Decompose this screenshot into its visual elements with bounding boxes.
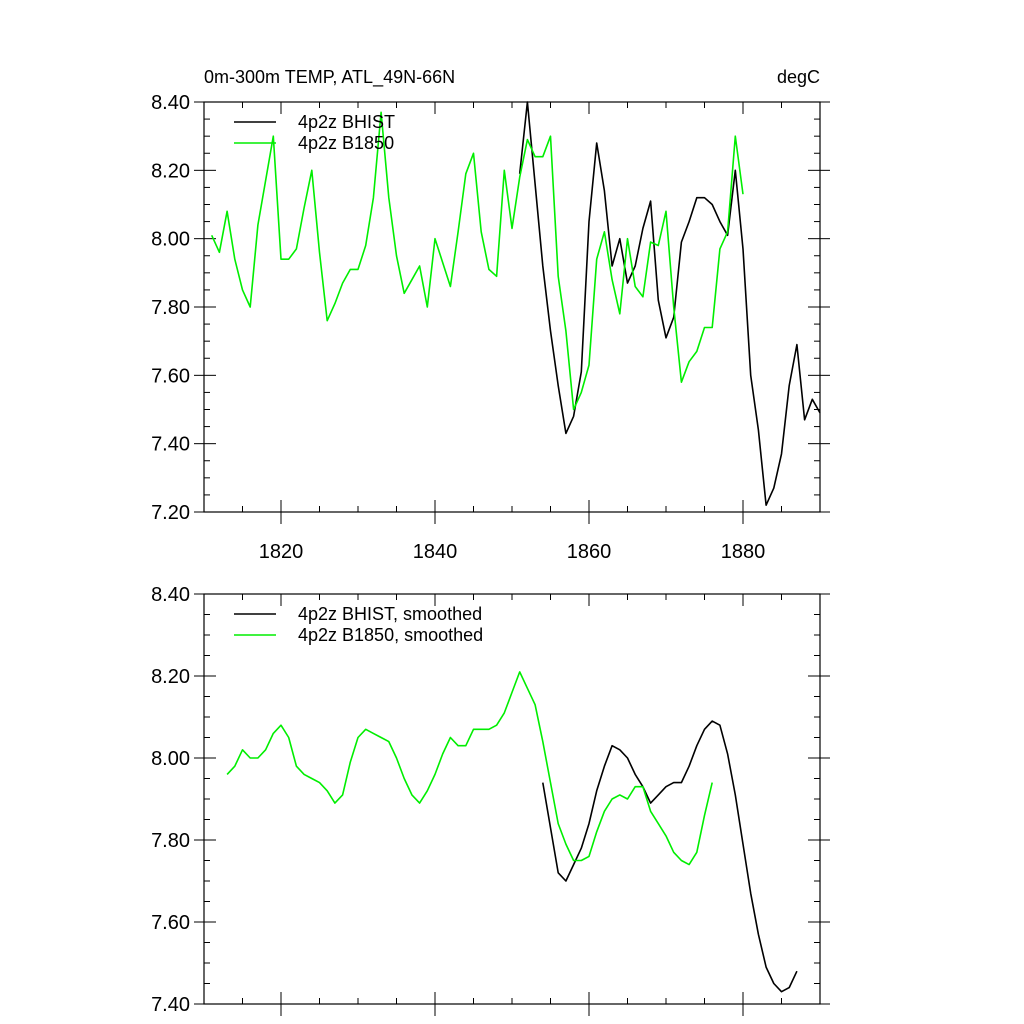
series-line-4p2z-b1850-smoothed bbox=[226, 671, 713, 866]
y-tick-label: 7.40 bbox=[151, 994, 190, 1016]
y-tick-label: 7.60 bbox=[151, 912, 190, 934]
y-tick-label: 8.40 bbox=[151, 92, 190, 114]
y-tick-label: 7.80 bbox=[151, 297, 190, 319]
units-label: degC bbox=[777, 67, 820, 87]
plot-frame bbox=[203, 593, 821, 1005]
y-tick-label: 8.20 bbox=[151, 160, 190, 182]
plot-title: 0m-300m TEMP, ATL_49N-66N bbox=[204, 67, 455, 88]
legend-label: 4p2z BHIST bbox=[298, 112, 395, 132]
legend-label: 4p2z B1850, smoothed bbox=[298, 625, 483, 645]
x-tick-label: 1880 bbox=[721, 541, 766, 563]
legend-label: 4p2z B1850 bbox=[298, 133, 394, 153]
top-temperature-plot: 0m-300m TEMP, ATL_49N-66N degC 7.20 7.40 7… bbox=[151, 67, 830, 563]
y-tick-label: 7.20 bbox=[151, 502, 190, 524]
y-tick-label: 8.20 bbox=[151, 666, 190, 688]
y-tick-label: 7.60 bbox=[151, 365, 190, 387]
series-line-4p2z-bhist bbox=[518, 101, 821, 507]
y-tick-label: 7.80 bbox=[151, 830, 190, 852]
series-line-4p2z-b1850 bbox=[210, 111, 744, 411]
x-tick-label: 1820 bbox=[259, 541, 304, 563]
series-line-4p2z-bhist-smoothed bbox=[542, 720, 798, 993]
x-tick-label: 1840 bbox=[413, 541, 458, 563]
plot-frame bbox=[203, 101, 821, 513]
y-tick-label: 8.40 bbox=[151, 584, 190, 606]
y-tick-label: 7.40 bbox=[151, 434, 190, 456]
y-tick-label: 8.00 bbox=[151, 229, 190, 251]
y-tick-label: 8.00 bbox=[151, 748, 190, 770]
x-tick-label: 1860 bbox=[567, 541, 612, 563]
bottom-smoothed-plot: 7.40 7.60 7.80 8.00 8.20 8.40 4p2z BHIST, smo… bbox=[151, 584, 830, 1016]
legend-label: 4p2z BHIST, smoothed bbox=[298, 604, 482, 624]
